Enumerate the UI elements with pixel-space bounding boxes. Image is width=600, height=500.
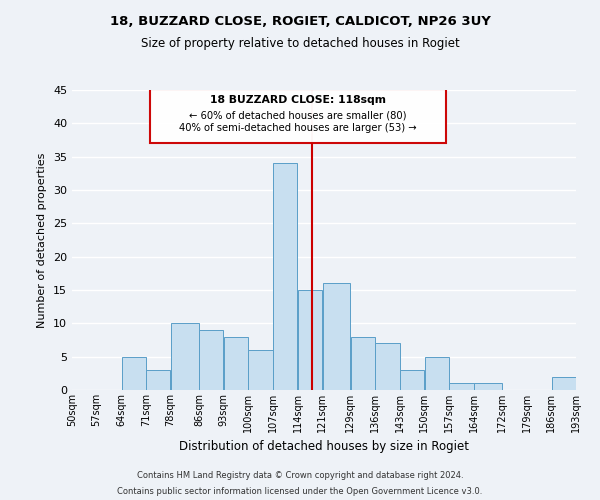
Text: Contains public sector information licensed under the Open Government Licence v3: Contains public sector information licen… bbox=[118, 486, 482, 496]
Text: 40% of semi-detached houses are larger (53) →: 40% of semi-detached houses are larger (… bbox=[179, 124, 416, 134]
Bar bbox=[149, 88, 446, 144]
Bar bbox=[551, 376, 576, 390]
Bar bbox=[199, 330, 223, 390]
Bar bbox=[248, 350, 272, 390]
Bar bbox=[376, 344, 400, 390]
Text: Size of property relative to detached houses in Rogiet: Size of property relative to detached ho… bbox=[140, 38, 460, 51]
Bar bbox=[350, 336, 375, 390]
Bar bbox=[224, 336, 248, 390]
Bar bbox=[122, 356, 146, 390]
Text: Contains HM Land Registry data © Crown copyright and database right 2024.: Contains HM Land Registry data © Crown c… bbox=[137, 472, 463, 480]
X-axis label: Distribution of detached houses by size in Rogiet: Distribution of detached houses by size … bbox=[179, 440, 469, 454]
Y-axis label: Number of detached properties: Number of detached properties bbox=[37, 152, 47, 328]
Text: 18 BUZZARD CLOSE: 118sqm: 18 BUZZARD CLOSE: 118sqm bbox=[209, 96, 386, 106]
Bar bbox=[273, 164, 298, 390]
Bar bbox=[474, 384, 502, 390]
Bar bbox=[400, 370, 424, 390]
Text: 18, BUZZARD CLOSE, ROGIET, CALDICOT, NP26 3UY: 18, BUZZARD CLOSE, ROGIET, CALDICOT, NP2… bbox=[110, 15, 490, 28]
Bar bbox=[425, 356, 449, 390]
Bar bbox=[171, 324, 199, 390]
Bar bbox=[146, 370, 170, 390]
Bar bbox=[323, 284, 350, 390]
Bar bbox=[449, 384, 473, 390]
Text: ← 60% of detached houses are smaller (80): ← 60% of detached houses are smaller (80… bbox=[189, 110, 406, 120]
Bar bbox=[298, 290, 322, 390]
